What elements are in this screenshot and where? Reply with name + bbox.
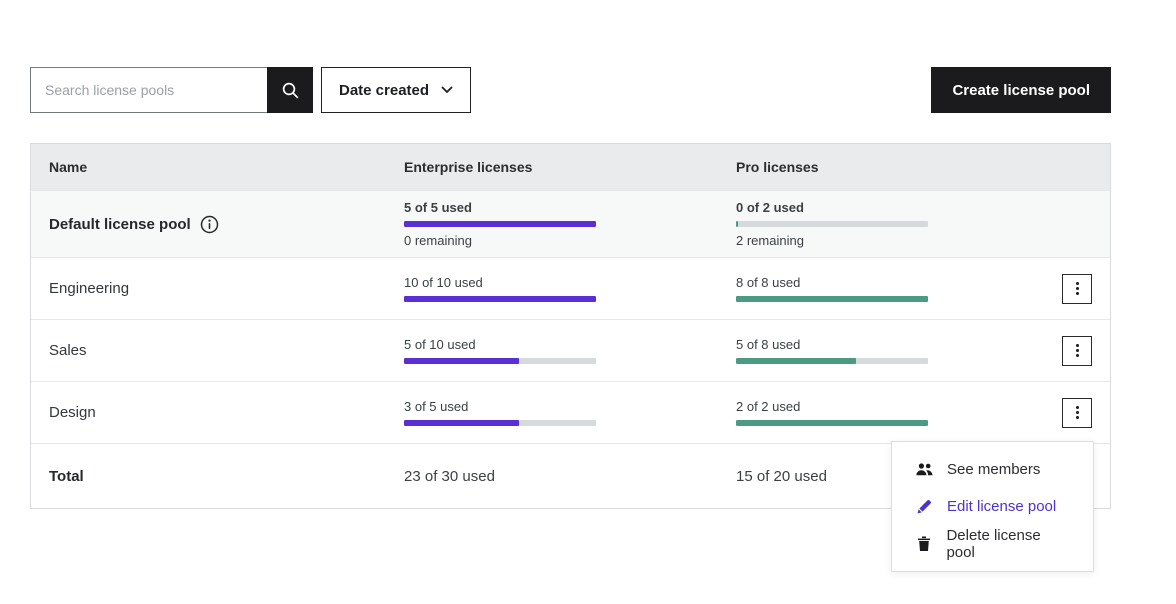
menu-item-label: Edit license pool (947, 498, 1057, 515)
table-row-default-pool: Default license pool 5 of 5 used 0 remai… (31, 190, 1110, 257)
enterprise-progress-bar (404, 420, 596, 426)
sort-dropdown[interactable]: Date created (321, 67, 472, 113)
pencil-icon (916, 499, 933, 514)
table-header-row: Name Enterprise licenses Pro licenses (31, 143, 1110, 190)
toolbar: Date created Create license pool (30, 67, 1111, 113)
table-row-design: Design 3 of 5 used 2 of 2 used (31, 381, 1110, 443)
menu-item-label: Delete license pool (946, 526, 1041, 561)
kebab-icon (1075, 406, 1079, 409)
column-header-enterprise: Enterprise licenses (404, 159, 533, 175)
total-pro-used: 15 of 20 used (736, 467, 827, 485)
menu-item-label: See members (947, 461, 1041, 478)
row-actions-kebab-button[interactable] (1062, 335, 1092, 366)
search-input[interactable] (30, 67, 267, 113)
row-actions-kebab-button[interactable] (1062, 397, 1092, 428)
pro-progress-bar (736, 296, 928, 302)
trash-icon (916, 536, 932, 551)
pro-usage-label: 0 of 2 used (736, 200, 804, 215)
enterprise-progress-bar (404, 221, 596, 227)
pro-progress-bar (736, 420, 928, 426)
pro-remaining-label: 2 remaining (736, 233, 804, 248)
enterprise-usage-label: 5 of 5 used (404, 200, 472, 215)
enterprise-usage-label: 3 of 5 used (404, 399, 469, 414)
pro-progress-bar (736, 221, 928, 227)
pro-usage-label: 8 of 8 used (736, 275, 801, 290)
menu-item-see-members[interactable]: See members (892, 451, 1093, 488)
enterprise-remaining-label: 0 remaining (404, 233, 472, 248)
kebab-icon (1075, 344, 1079, 347)
row-actions-kebab-button[interactable] (1062, 273, 1092, 304)
menu-item-delete-license-pool[interactable]: Delete license pool (892, 525, 1093, 562)
enterprise-usage-label: 10 of 10 used (404, 275, 483, 290)
table-row-engineering: Engineering 10 of 10 used 8 of 8 used (31, 257, 1110, 319)
table-row-sales: Sales 5 of 10 used 5 of 8 used (31, 319, 1110, 381)
search-button[interactable] (267, 67, 313, 113)
create-license-pool-button[interactable]: Create license pool (931, 67, 1111, 113)
enterprise-progress-bar (404, 296, 596, 302)
kebab-icon (1075, 282, 1079, 285)
pro-progress-bar (736, 358, 928, 364)
pool-name: Design (49, 404, 96, 421)
pool-name: Default license pool (49, 215, 191, 233)
row-actions-menu: See members Edit license pool Delete lic… (891, 441, 1094, 572)
pool-name: Engineering (49, 280, 130, 297)
people-icon (916, 463, 933, 476)
search-icon (281, 81, 300, 100)
menu-item-edit-license-pool[interactable]: Edit license pool (892, 488, 1093, 525)
column-header-pro: Pro licenses (736, 159, 819, 175)
pro-usage-label: 2 of 2 used (736, 399, 801, 414)
pool-name: Sales (49, 342, 87, 359)
info-icon[interactable] (200, 215, 219, 234)
sort-label: Date created (339, 81, 430, 99)
pro-usage-label: 5 of 8 used (736, 337, 801, 352)
enterprise-progress-bar (404, 358, 596, 364)
column-header-name: Name (49, 159, 88, 175)
total-label: Total (49, 467, 84, 485)
toolbar-spacer (471, 67, 931, 113)
chevron-down-icon (441, 86, 453, 94)
total-enterprise-used: 23 of 30 used (404, 467, 495, 485)
search-group (30, 67, 313, 113)
enterprise-usage-label: 5 of 10 used (404, 337, 476, 352)
